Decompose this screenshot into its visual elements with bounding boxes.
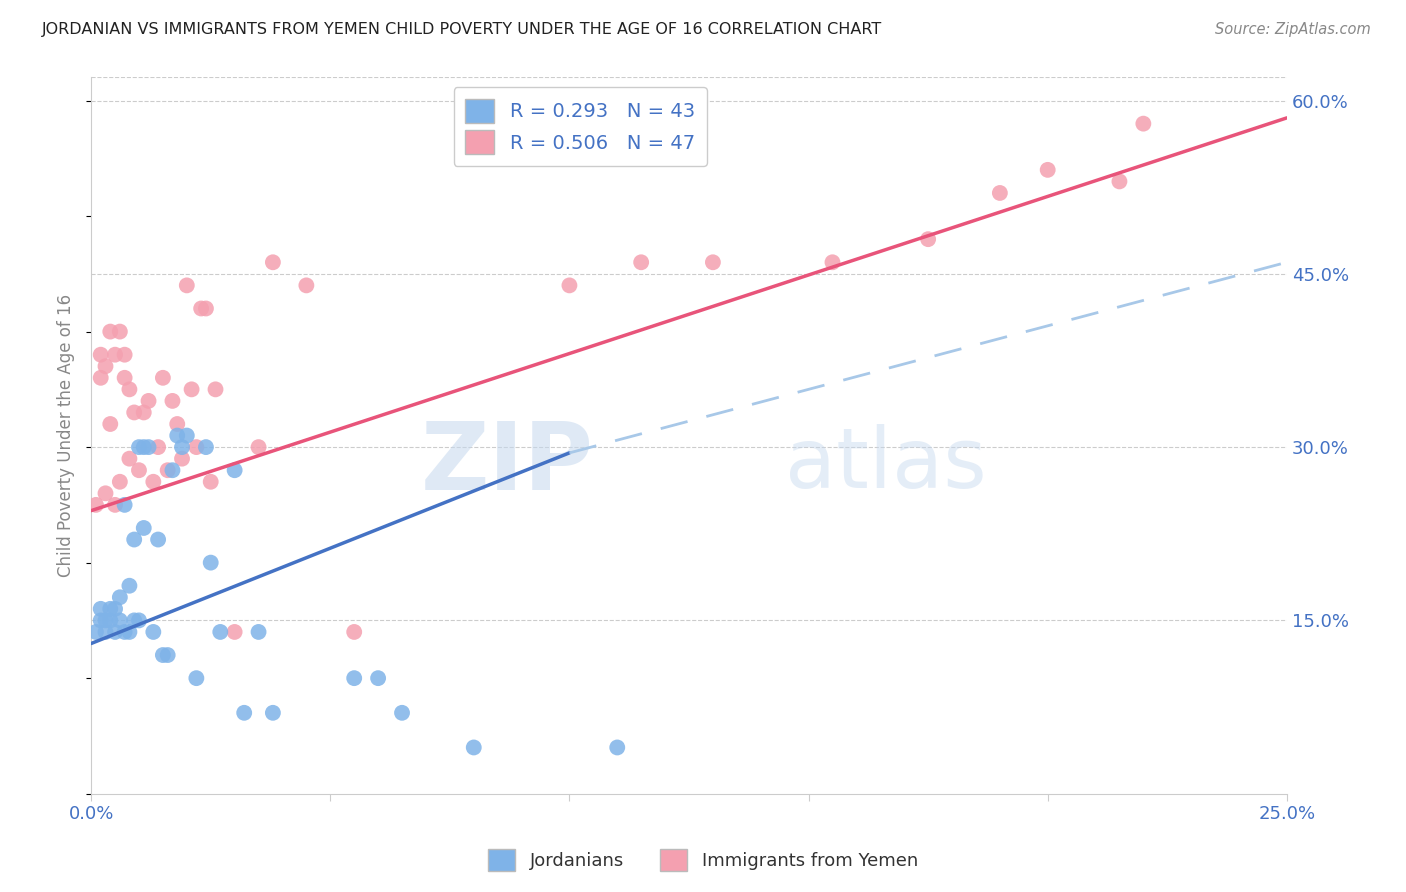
Point [917,232,939,246]
Point [132,521,155,535]
Point [132,440,155,454]
Point [1036,162,1059,177]
Point [114,371,136,385]
Point [108,325,131,339]
Point [94,624,117,639]
Point [128,440,150,454]
Point [138,440,160,454]
Point [122,614,145,628]
Point [170,440,193,454]
Point [200,475,222,489]
Point [343,624,366,639]
Point [122,533,145,547]
Point [247,440,270,454]
Point [176,428,198,442]
Point [262,255,284,269]
Point [988,186,1011,200]
Point [142,624,165,639]
Point [146,533,169,547]
Text: JORDANIAN VS IMMIGRANTS FROM YEMEN CHILD POVERTY UNDER THE AGE OF 16 CORRELATION: JORDANIAN VS IMMIGRANTS FROM YEMEN CHILD… [42,22,883,37]
Point [90,614,112,628]
Point [391,706,413,720]
Point [122,405,145,419]
Point [166,417,188,431]
Point [128,614,150,628]
Point [146,440,169,454]
Point [90,371,112,385]
Point [118,382,141,396]
Point [343,671,366,685]
Point [114,498,136,512]
Point [156,463,179,477]
Point [209,624,232,639]
Point [90,348,112,362]
Point [152,648,174,662]
Point [98,602,121,616]
Point [262,706,284,720]
Point [152,371,174,385]
Point [204,382,226,396]
Point [224,463,246,477]
Point [84,624,107,639]
Point [186,671,208,685]
Point [194,440,217,454]
Point [194,301,217,316]
Point [138,393,160,408]
Point [142,475,165,489]
Point [104,602,127,616]
Point [98,614,121,628]
Point [176,278,198,293]
Point [94,486,117,500]
Point [114,624,136,639]
Point [162,463,184,477]
Point [94,359,117,374]
Point [190,301,212,316]
Point [114,348,136,362]
Text: ZIP: ZIP [420,418,593,510]
Point [1132,117,1154,131]
Point [166,428,188,442]
Point [104,624,127,639]
Point [162,393,184,408]
Point [170,451,193,466]
Y-axis label: Child Poverty Under the Age of 16: Child Poverty Under the Age of 16 [58,294,75,577]
Point [224,624,246,639]
Point [558,278,581,293]
Point [108,591,131,605]
Legend: Jordanians, Immigrants from Yemen: Jordanians, Immigrants from Yemen [481,842,925,879]
Point [233,706,256,720]
Point [1108,174,1130,188]
Point [247,624,270,639]
Point [186,440,208,454]
Point [156,648,179,662]
Point [118,624,141,639]
Point [84,498,107,512]
Point [630,255,652,269]
Point [90,602,112,616]
Legend: R = 0.293   N = 43, R = 0.506   N = 47: R = 0.293 N = 43, R = 0.506 N = 47 [454,87,707,166]
Text: Source: ZipAtlas.com: Source: ZipAtlas.com [1215,22,1371,37]
Text: atlas: atlas [785,424,987,505]
Point [295,278,318,293]
Point [94,614,117,628]
Point [118,451,141,466]
Point [98,417,121,431]
Point [821,255,844,269]
Point [118,579,141,593]
Point [98,325,121,339]
Point [180,382,202,396]
Point [104,348,127,362]
Point [463,740,485,755]
Point [132,405,155,419]
Point [200,556,222,570]
Point [108,475,131,489]
Point [128,463,150,477]
Point [606,740,628,755]
Point [702,255,724,269]
Point [104,498,127,512]
Point [367,671,389,685]
Point [108,614,131,628]
